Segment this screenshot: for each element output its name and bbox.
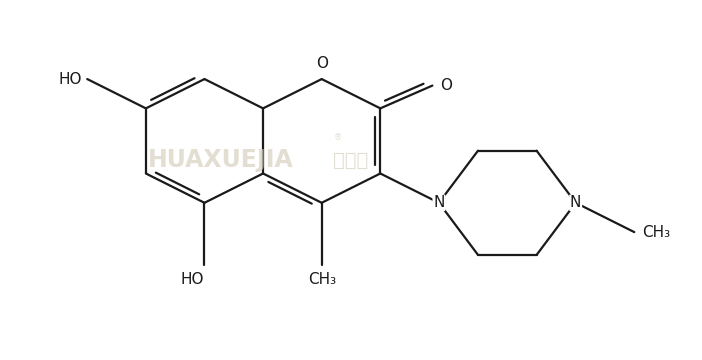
Text: HUAXUEJIA: HUAXUEJIA bbox=[148, 148, 293, 172]
Text: O: O bbox=[440, 78, 452, 93]
Text: HO: HO bbox=[58, 72, 82, 86]
Text: HO: HO bbox=[181, 273, 204, 288]
Text: CH₃: CH₃ bbox=[642, 225, 670, 240]
Text: 化学加: 化学加 bbox=[333, 151, 369, 170]
Text: ®: ® bbox=[334, 133, 342, 142]
Text: O: O bbox=[316, 56, 328, 71]
Text: CH₃: CH₃ bbox=[307, 273, 336, 288]
Text: N: N bbox=[570, 195, 581, 210]
Text: N: N bbox=[433, 195, 444, 210]
